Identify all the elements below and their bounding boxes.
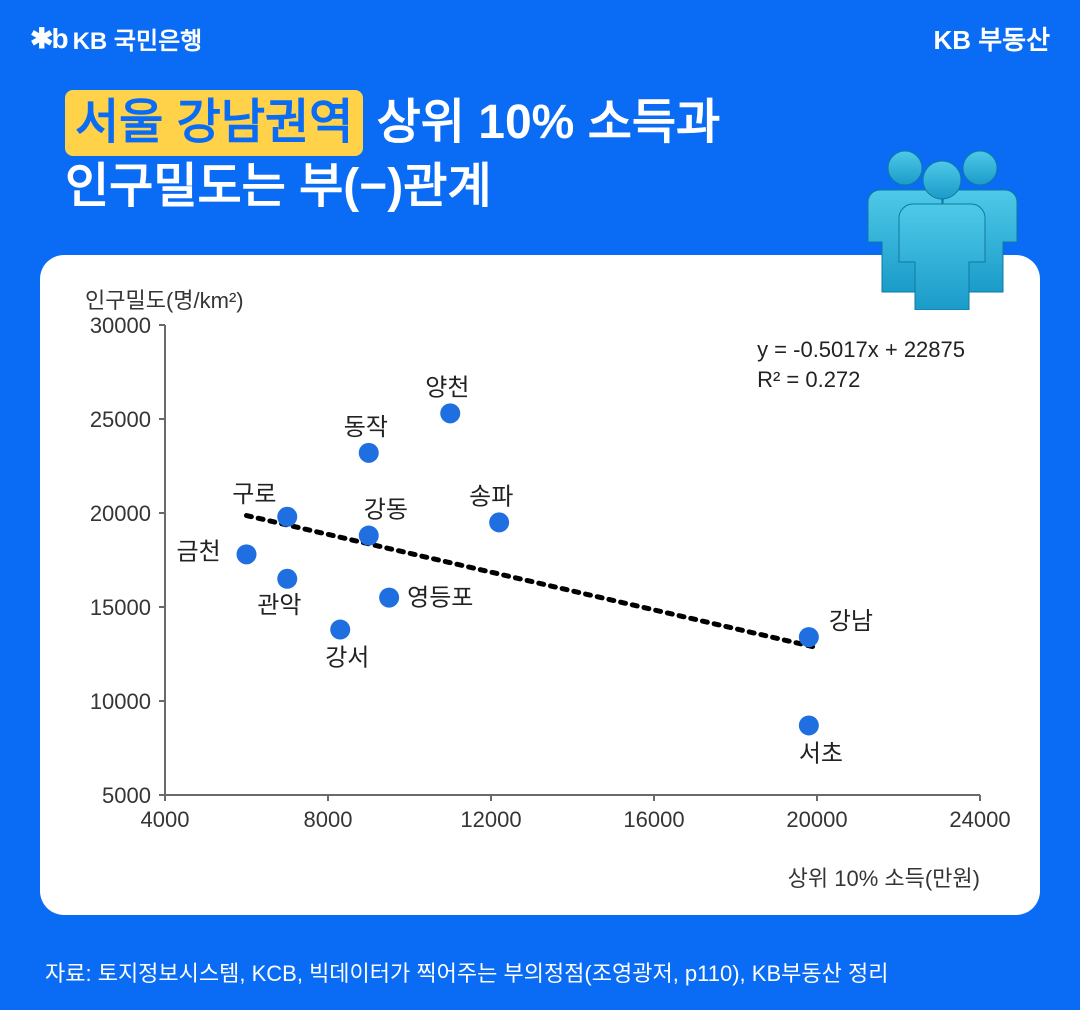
data-point xyxy=(799,627,819,647)
point-label: 관악 xyxy=(257,592,301,619)
x-axis-label: 상위 10% 소득(만원) xyxy=(788,861,980,893)
scatter-chart: 5000 10000 15000 20000 25000 30000 4000 8000 120… xyxy=(70,315,1010,855)
header: ✱b KB 국민은행 KB 부동산 xyxy=(30,20,1050,57)
y-tick-label: 30000 xyxy=(90,315,151,338)
point-label: 양천 xyxy=(425,374,469,401)
data-point xyxy=(277,569,297,589)
data-point xyxy=(277,507,297,527)
point-label: 영등포 xyxy=(407,585,473,612)
x-tick-label: 8000 xyxy=(304,807,353,832)
x-tick-label: 4000 xyxy=(141,807,190,832)
data-point xyxy=(379,588,399,608)
point-label: 강서 xyxy=(325,645,369,672)
title-highlight: 서울 강남권역 xyxy=(65,90,363,156)
kb-realestate-logo: KB 부동산 xyxy=(933,20,1050,57)
x-tick-label: 20000 xyxy=(786,807,847,832)
kb-star-icon: ✱b xyxy=(30,22,67,55)
title-line1-rest: 상위 10% 소득과 xyxy=(363,96,720,149)
point-label: 강남 xyxy=(829,608,873,635)
y-tick-label: 5000 xyxy=(102,783,151,808)
x-tick-label: 16000 xyxy=(623,807,684,832)
x-tick-label: 24000 xyxy=(949,807,1010,832)
y-axis-label: 인구밀도(명/km²) xyxy=(85,283,244,315)
point-label: 금천 xyxy=(177,538,221,565)
data-point xyxy=(799,715,819,735)
point-label: 동작 xyxy=(344,414,388,441)
data-point xyxy=(237,544,257,564)
x-tick-label: 12000 xyxy=(460,807,521,832)
data-point xyxy=(359,526,379,546)
data-point xyxy=(330,620,350,640)
point-label: 송파 xyxy=(469,483,513,510)
data-point xyxy=(359,443,379,463)
point-label: 구로 xyxy=(232,481,276,508)
kb-bank-logo: ✱b KB 국민은행 xyxy=(30,21,202,56)
data-point xyxy=(489,512,509,532)
source-text: 자료: 토지정보시스템, KCB, 빅데이터가 찍어주는 부의정점(조영광저, … xyxy=(45,956,1035,988)
data-point xyxy=(440,403,460,423)
y-tick-label: 10000 xyxy=(90,689,151,714)
y-tick-label: 20000 xyxy=(90,501,151,526)
point-label: 서초 xyxy=(799,740,843,767)
people-crowd-icon xyxy=(850,140,1040,310)
chart-card: 인구밀도(명/km²) y = -0.5017x + 22875 R² = 0.… xyxy=(40,255,1040,915)
point-label: 강동 xyxy=(364,497,408,524)
y-tick-label: 15000 xyxy=(90,595,151,620)
kb-bank-text: KB 국민은행 xyxy=(73,21,203,56)
y-tick-label: 25000 xyxy=(90,407,151,432)
